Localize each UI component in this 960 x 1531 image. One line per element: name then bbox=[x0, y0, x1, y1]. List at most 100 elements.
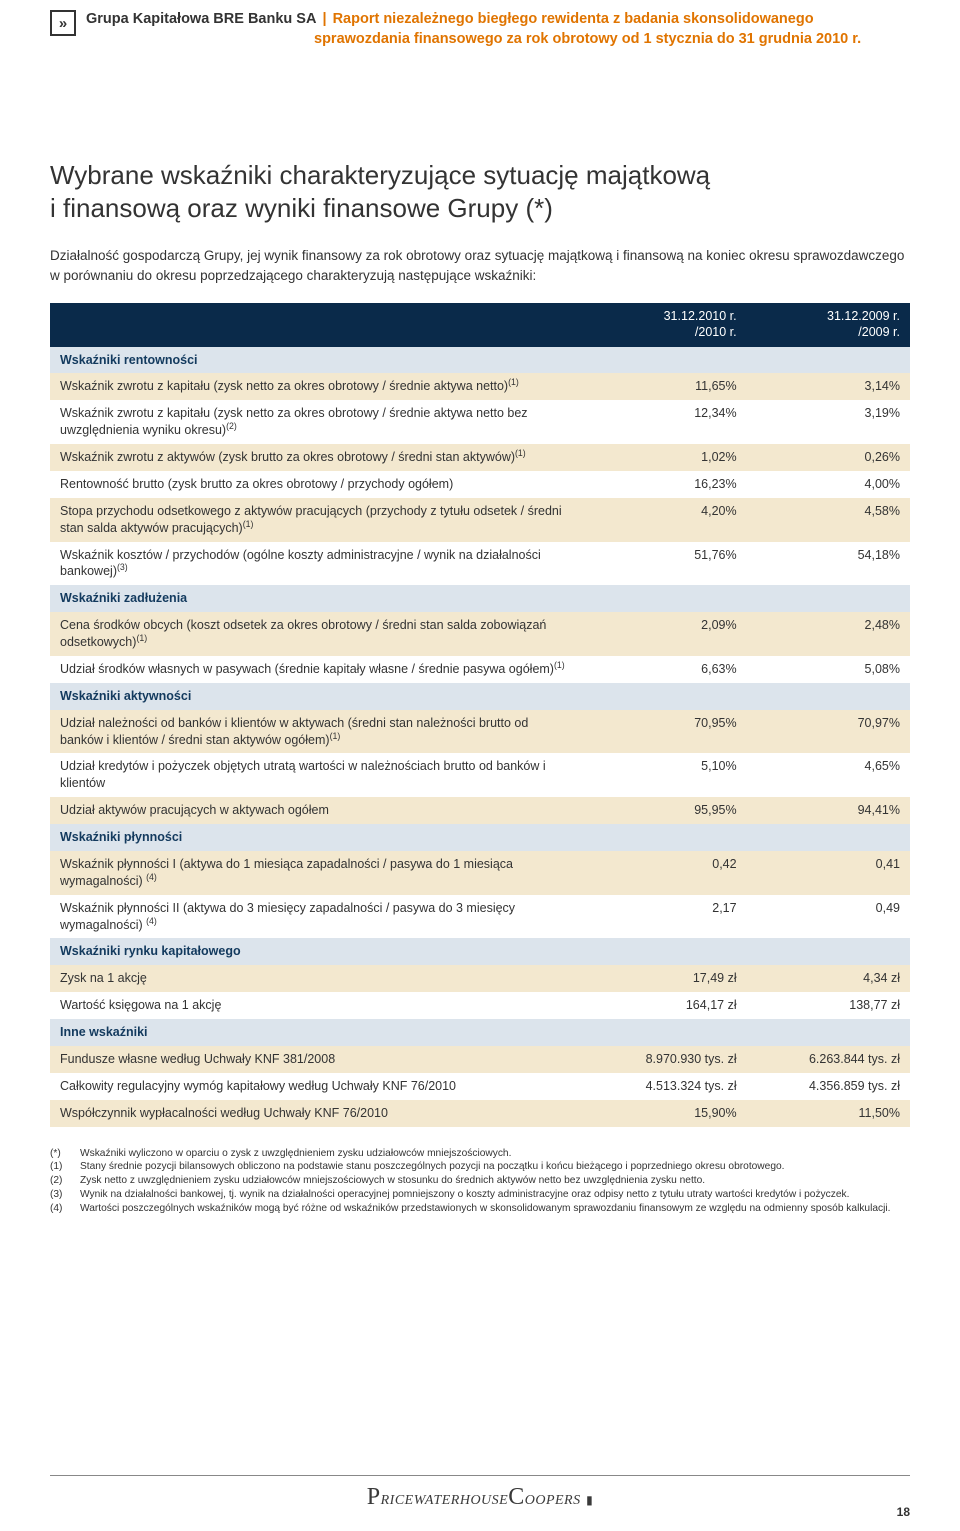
table-row: Wartość księgowa na 1 akcję164,17 zł138,… bbox=[50, 992, 910, 1019]
value-2009: 94,41% bbox=[747, 797, 910, 824]
value-2010: 12,34% bbox=[583, 400, 746, 444]
footnote: (1) Stany średnie pozycji bilansowych obl… bbox=[50, 1160, 910, 1174]
brand-logo-icon: » bbox=[50, 10, 76, 36]
footnote-mark: (*) bbox=[50, 1147, 72, 1161]
footnote-mark: (1) bbox=[50, 1160, 72, 1174]
table-row: Wskaźnik zwrotu z kapitału (zysk netto z… bbox=[50, 373, 910, 400]
table-section-row: Inne wskaźniki bbox=[50, 1019, 910, 1046]
indicator-label: Wskaźnik zwrotu z kapitału (zysk netto z… bbox=[50, 373, 583, 400]
footnote-text: Stany średnie pozycji bilansowych oblicz… bbox=[80, 1160, 785, 1174]
value-2010: 11,65% bbox=[583, 373, 746, 400]
value-2009: 138,77 zł bbox=[747, 992, 910, 1019]
footnote-mark: (3) bbox=[50, 1188, 72, 1202]
value-2010: 51,76% bbox=[583, 542, 746, 586]
footnote: (3) Wynik na działalności bankowej, tj. w… bbox=[50, 1188, 910, 1202]
footnote: (*) Wskaźniki wyliczono w oparciu o zysk … bbox=[50, 1147, 910, 1161]
indicator-label: Wskaźnik kosztów / przychodów (ogólne ko… bbox=[50, 542, 583, 586]
table-row: Udział kredytów i pożyczek objętych utra… bbox=[50, 753, 910, 797]
indicator-label: Współczynnik wypłacalności według Uchwał… bbox=[50, 1100, 583, 1127]
table-section-row: Wskaźniki zadłużenia bbox=[50, 585, 910, 612]
col-2009: 31.12.2009 r. /2009 r. bbox=[747, 303, 910, 346]
section-label: Inne wskaźniki bbox=[50, 1019, 910, 1046]
value-2010: 6,63% bbox=[583, 656, 746, 683]
table-row: Wskaźnik płynności I (aktywa do 1 miesią… bbox=[50, 851, 910, 895]
footnotes: (*) Wskaźniki wyliczono w oparciu o zysk … bbox=[50, 1147, 910, 1216]
footnote-text: Wynik na działalności bankowej, tj. wyni… bbox=[80, 1188, 849, 1202]
table-section-row: Wskaźniki rentowności bbox=[50, 347, 910, 374]
footnote: (4) Wartości poszczególnych wskaźników mo… bbox=[50, 1202, 910, 1216]
section-label: Wskaźniki płynności bbox=[50, 824, 910, 851]
section-label: Wskaźniki rynku kapitałowego bbox=[50, 938, 910, 965]
table-row: Stopa przychodu odsetkowego z aktywów pr… bbox=[50, 498, 910, 542]
value-2009: 5,08% bbox=[747, 656, 910, 683]
value-2010: 15,90% bbox=[583, 1100, 746, 1127]
value-2010: 5,10% bbox=[583, 753, 746, 797]
table-section-row: Wskaźniki płynności bbox=[50, 824, 910, 851]
table-row: Udział aktywów pracujących w aktywach og… bbox=[50, 797, 910, 824]
value-2009: 6.263.844 tys. zł bbox=[747, 1046, 910, 1073]
table-row: Współczynnik wypłacalności według Uchwał… bbox=[50, 1100, 910, 1127]
indicator-label: Wskaźnik płynności II (aktywa do 3 miesi… bbox=[50, 895, 583, 939]
value-2010: 4,20% bbox=[583, 498, 746, 542]
page-footer: PricewaterhouseCoopers ▮ bbox=[50, 1476, 910, 1511]
value-2010: 164,17 zł bbox=[583, 992, 746, 1019]
table-row: Wskaźnik płynności II (aktywa do 3 miesi… bbox=[50, 895, 910, 939]
value-2009: 0,49 bbox=[747, 895, 910, 939]
company-name: Grupa Kapitałowa BRE Banku SA bbox=[86, 11, 316, 27]
indicator-label: Zysk na 1 akcję bbox=[50, 965, 583, 992]
value-2010: 2,09% bbox=[583, 612, 746, 656]
section-label: Wskaźniki aktywności bbox=[50, 683, 910, 710]
table-section-row: Wskaźniki aktywności bbox=[50, 683, 910, 710]
table-row: Udział należności od banków i klientów w… bbox=[50, 710, 910, 754]
value-2010: 2,17 bbox=[583, 895, 746, 939]
value-2009: 4,58% bbox=[747, 498, 910, 542]
value-2010: 0,42 bbox=[583, 851, 746, 895]
indicator-label: Rentowność brutto (zysk brutto za okres … bbox=[50, 471, 583, 498]
value-2009: 54,18% bbox=[747, 542, 910, 586]
report-title-line1: Raport niezależnego biegłego rewidenta z… bbox=[333, 11, 814, 27]
table-row: Udział środków własnych w pasywach (śred… bbox=[50, 656, 910, 683]
value-2009: 4,65% bbox=[747, 753, 910, 797]
indicator-label: Udział należności od banków i klientów w… bbox=[50, 710, 583, 754]
value-2010: 95,95% bbox=[583, 797, 746, 824]
value-2010: 8.970.930 tys. zł bbox=[583, 1046, 746, 1073]
indicator-label: Wskaźnik zwrotu z aktywów (zysk brutto z… bbox=[50, 444, 583, 471]
table-row: Wskaźnik kosztów / przychodów (ogólne ko… bbox=[50, 542, 910, 586]
indicator-label: Udział środków własnych w pasywach (śred… bbox=[50, 656, 583, 683]
table-row: Rentowność brutto (zysk brutto za okres … bbox=[50, 471, 910, 498]
footnote-text: Wartości poszczególnych wskaźników mogą … bbox=[80, 1202, 890, 1216]
footnote-mark: (2) bbox=[50, 1174, 72, 1188]
indicator-label: Stopa przychodu odsetkowego z aktywów pr… bbox=[50, 498, 583, 542]
page-title: Wybrane wskaźniki charakteryzujące sytua… bbox=[50, 159, 910, 224]
table-row: Fundusze własne według Uchwały KNF 381/2… bbox=[50, 1046, 910, 1073]
page-number: 18 bbox=[897, 1505, 910, 1519]
indicator-label: Wskaźnik płynności I (aktywa do 1 miesią… bbox=[50, 851, 583, 895]
col-2010: 31.12.2010 r. /2010 r. bbox=[583, 303, 746, 346]
footnote: (2) Zysk netto z uwzględnieniem zysku udz… bbox=[50, 1174, 910, 1188]
footnote-mark: (4) bbox=[50, 1202, 72, 1216]
value-2009: 3,14% bbox=[747, 373, 910, 400]
value-2009: 2,48% bbox=[747, 612, 910, 656]
value-2009: 11,50% bbox=[747, 1100, 910, 1127]
value-2010: 4.513.324 tys. zł bbox=[583, 1073, 746, 1100]
table-section-row: Wskaźniki rynku kapitałowego bbox=[50, 938, 910, 965]
value-2010: 16,23% bbox=[583, 471, 746, 498]
value-2009: 4.356.859 tys. zł bbox=[747, 1073, 910, 1100]
value-2009: 70,97% bbox=[747, 710, 910, 754]
value-2009: 4,34 zł bbox=[747, 965, 910, 992]
table-row: Cena środków obcych (koszt odsetek za ok… bbox=[50, 612, 910, 656]
report-title-line2: sprawozdania finansowego za rok obrotowy… bbox=[86, 30, 861, 50]
indicator-label: Wskaźnik zwrotu z kapitału (zysk netto z… bbox=[50, 400, 583, 444]
footnote-text: Zysk netto z uwzględnieniem zysku udział… bbox=[80, 1174, 705, 1188]
pwc-logo: PricewaterhouseCoopers ▮ bbox=[367, 1484, 593, 1511]
value-2009: 0,26% bbox=[747, 444, 910, 471]
value-2010: 1,02% bbox=[583, 444, 746, 471]
value-2009: 0,41 bbox=[747, 851, 910, 895]
page-header: » Grupa Kapitałowa BRE Banku SA | Raport… bbox=[50, 10, 910, 49]
intro-paragraph: Działalność gospodarczą Grupy, jej wynik… bbox=[50, 246, 910, 285]
footnote-text: Wskaźniki wyliczono w oparciu o zysk z u… bbox=[80, 1147, 511, 1161]
value-2010: 17,49 zł bbox=[583, 965, 746, 992]
section-label: Wskaźniki zadłużenia bbox=[50, 585, 910, 612]
financial-indicators-table: 31.12.2010 r. /2010 r. 31.12.2009 r. /20… bbox=[50, 303, 910, 1126]
table-row: Wskaźnik zwrotu z aktywów (zysk brutto z… bbox=[50, 444, 910, 471]
